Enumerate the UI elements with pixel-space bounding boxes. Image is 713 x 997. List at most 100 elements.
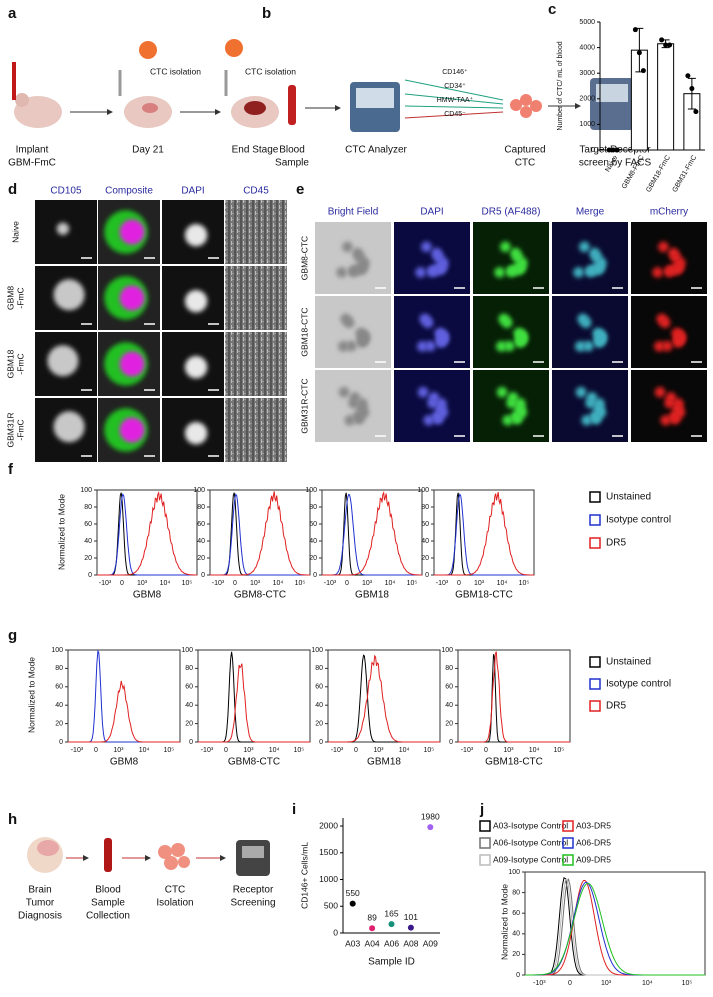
histogram-curve — [68, 649, 180, 743]
label: 0 — [59, 739, 63, 746]
label: A03 — [345, 938, 360, 948]
cell — [502, 414, 514, 426]
cell — [653, 341, 665, 352]
cell — [494, 267, 505, 278]
label: 0 — [591, 147, 595, 154]
label: 60 — [84, 521, 92, 528]
data-point — [614, 147, 620, 153]
label: 20 — [315, 720, 323, 727]
label: Normalized to Mode — [56, 494, 66, 570]
cell — [423, 414, 435, 426]
cell — [119, 285, 145, 311]
label: 80 — [309, 504, 317, 511]
label: 20 — [421, 555, 429, 562]
label: CD45⁻ — [444, 111, 466, 118]
label: 1500 — [319, 847, 338, 857]
label: 1980 — [421, 811, 440, 821]
label: A09 — [423, 938, 438, 948]
cell — [665, 392, 677, 403]
micrograph — [225, 332, 287, 396]
cell — [674, 407, 686, 419]
label: 0 — [516, 972, 520, 979]
label: 40 — [445, 702, 453, 709]
label: 20 — [445, 720, 453, 727]
legend-swatch — [479, 837, 491, 849]
label: A03-DR5 — [576, 820, 611, 830]
cell — [668, 247, 679, 259]
label: 60 — [421, 521, 429, 528]
label: 10³ — [250, 580, 261, 587]
cell — [434, 264, 446, 275]
legend-swatch — [562, 854, 574, 866]
label: -10³ — [201, 747, 214, 754]
cell — [355, 264, 367, 275]
label: 10⁴ — [642, 980, 653, 987]
plot-frame — [197, 649, 311, 743]
label: 10⁴ — [269, 747, 280, 754]
histogram-curve — [322, 493, 422, 576]
label: -FmC — [15, 287, 25, 308]
cell — [358, 407, 370, 419]
cell — [119, 351, 145, 377]
legend-swatch — [589, 537, 601, 549]
histogram-curve — [210, 491, 310, 576]
histogram-curve — [210, 492, 310, 576]
histogram-curve — [97, 493, 197, 576]
label: 20 — [185, 720, 193, 727]
histogram-curve — [198, 663, 310, 743]
label: 100 — [417, 487, 429, 494]
cell — [662, 340, 673, 352]
label: f — [8, 461, 14, 478]
micrograph — [315, 222, 391, 294]
cell — [507, 392, 519, 403]
label: CD146+ Cells/mL — [299, 842, 309, 909]
label: 100 — [441, 647, 453, 654]
label: Isotype control — [606, 515, 671, 526]
histogram-curve — [322, 490, 422, 576]
cell — [119, 219, 145, 245]
workflow-icons — [288, 78, 634, 132]
data-point — [427, 824, 434, 831]
label: 10³ — [503, 747, 514, 754]
label: Unstained — [606, 657, 651, 668]
cell — [573, 267, 584, 278]
label: 0 — [354, 747, 358, 754]
cell — [422, 317, 434, 329]
label: GBM31R-CTC — [299, 378, 309, 433]
cell — [342, 241, 353, 253]
micrograph — [631, 296, 707, 368]
label: 20 — [512, 951, 520, 958]
label: GBM18 — [367, 757, 401, 768]
cell — [496, 386, 508, 398]
label: 10⁵ — [295, 580, 306, 587]
label: -10³ — [533, 980, 546, 987]
label: Blood — [95, 885, 121, 896]
label: c — [548, 1, 556, 18]
label: 60 — [55, 684, 63, 691]
label: Day 21 — [132, 145, 164, 156]
label: 20 — [197, 555, 205, 562]
label: j — [479, 801, 484, 818]
label: DAPI — [420, 207, 443, 218]
histogram-curve — [458, 651, 570, 743]
cell — [437, 407, 449, 419]
cell — [586, 392, 598, 403]
label: Blood — [279, 145, 305, 156]
label: 10³ — [601, 980, 612, 987]
label: 500 — [324, 901, 338, 911]
cell — [343, 317, 355, 329]
label: A08 — [403, 938, 418, 948]
label: a — [8, 5, 17, 22]
data-point — [640, 68, 646, 74]
data-point — [689, 86, 695, 92]
cell — [652, 267, 663, 278]
micrograph — [631, 222, 707, 294]
label: 89 — [367, 912, 377, 922]
cell — [184, 290, 208, 313]
label: GBM8-CTC — [299, 236, 309, 280]
label: GBM18 — [355, 590, 389, 601]
label: -10³ — [99, 580, 112, 587]
label: 80 — [84, 504, 92, 511]
cell — [356, 336, 368, 348]
cell — [658, 241, 669, 253]
